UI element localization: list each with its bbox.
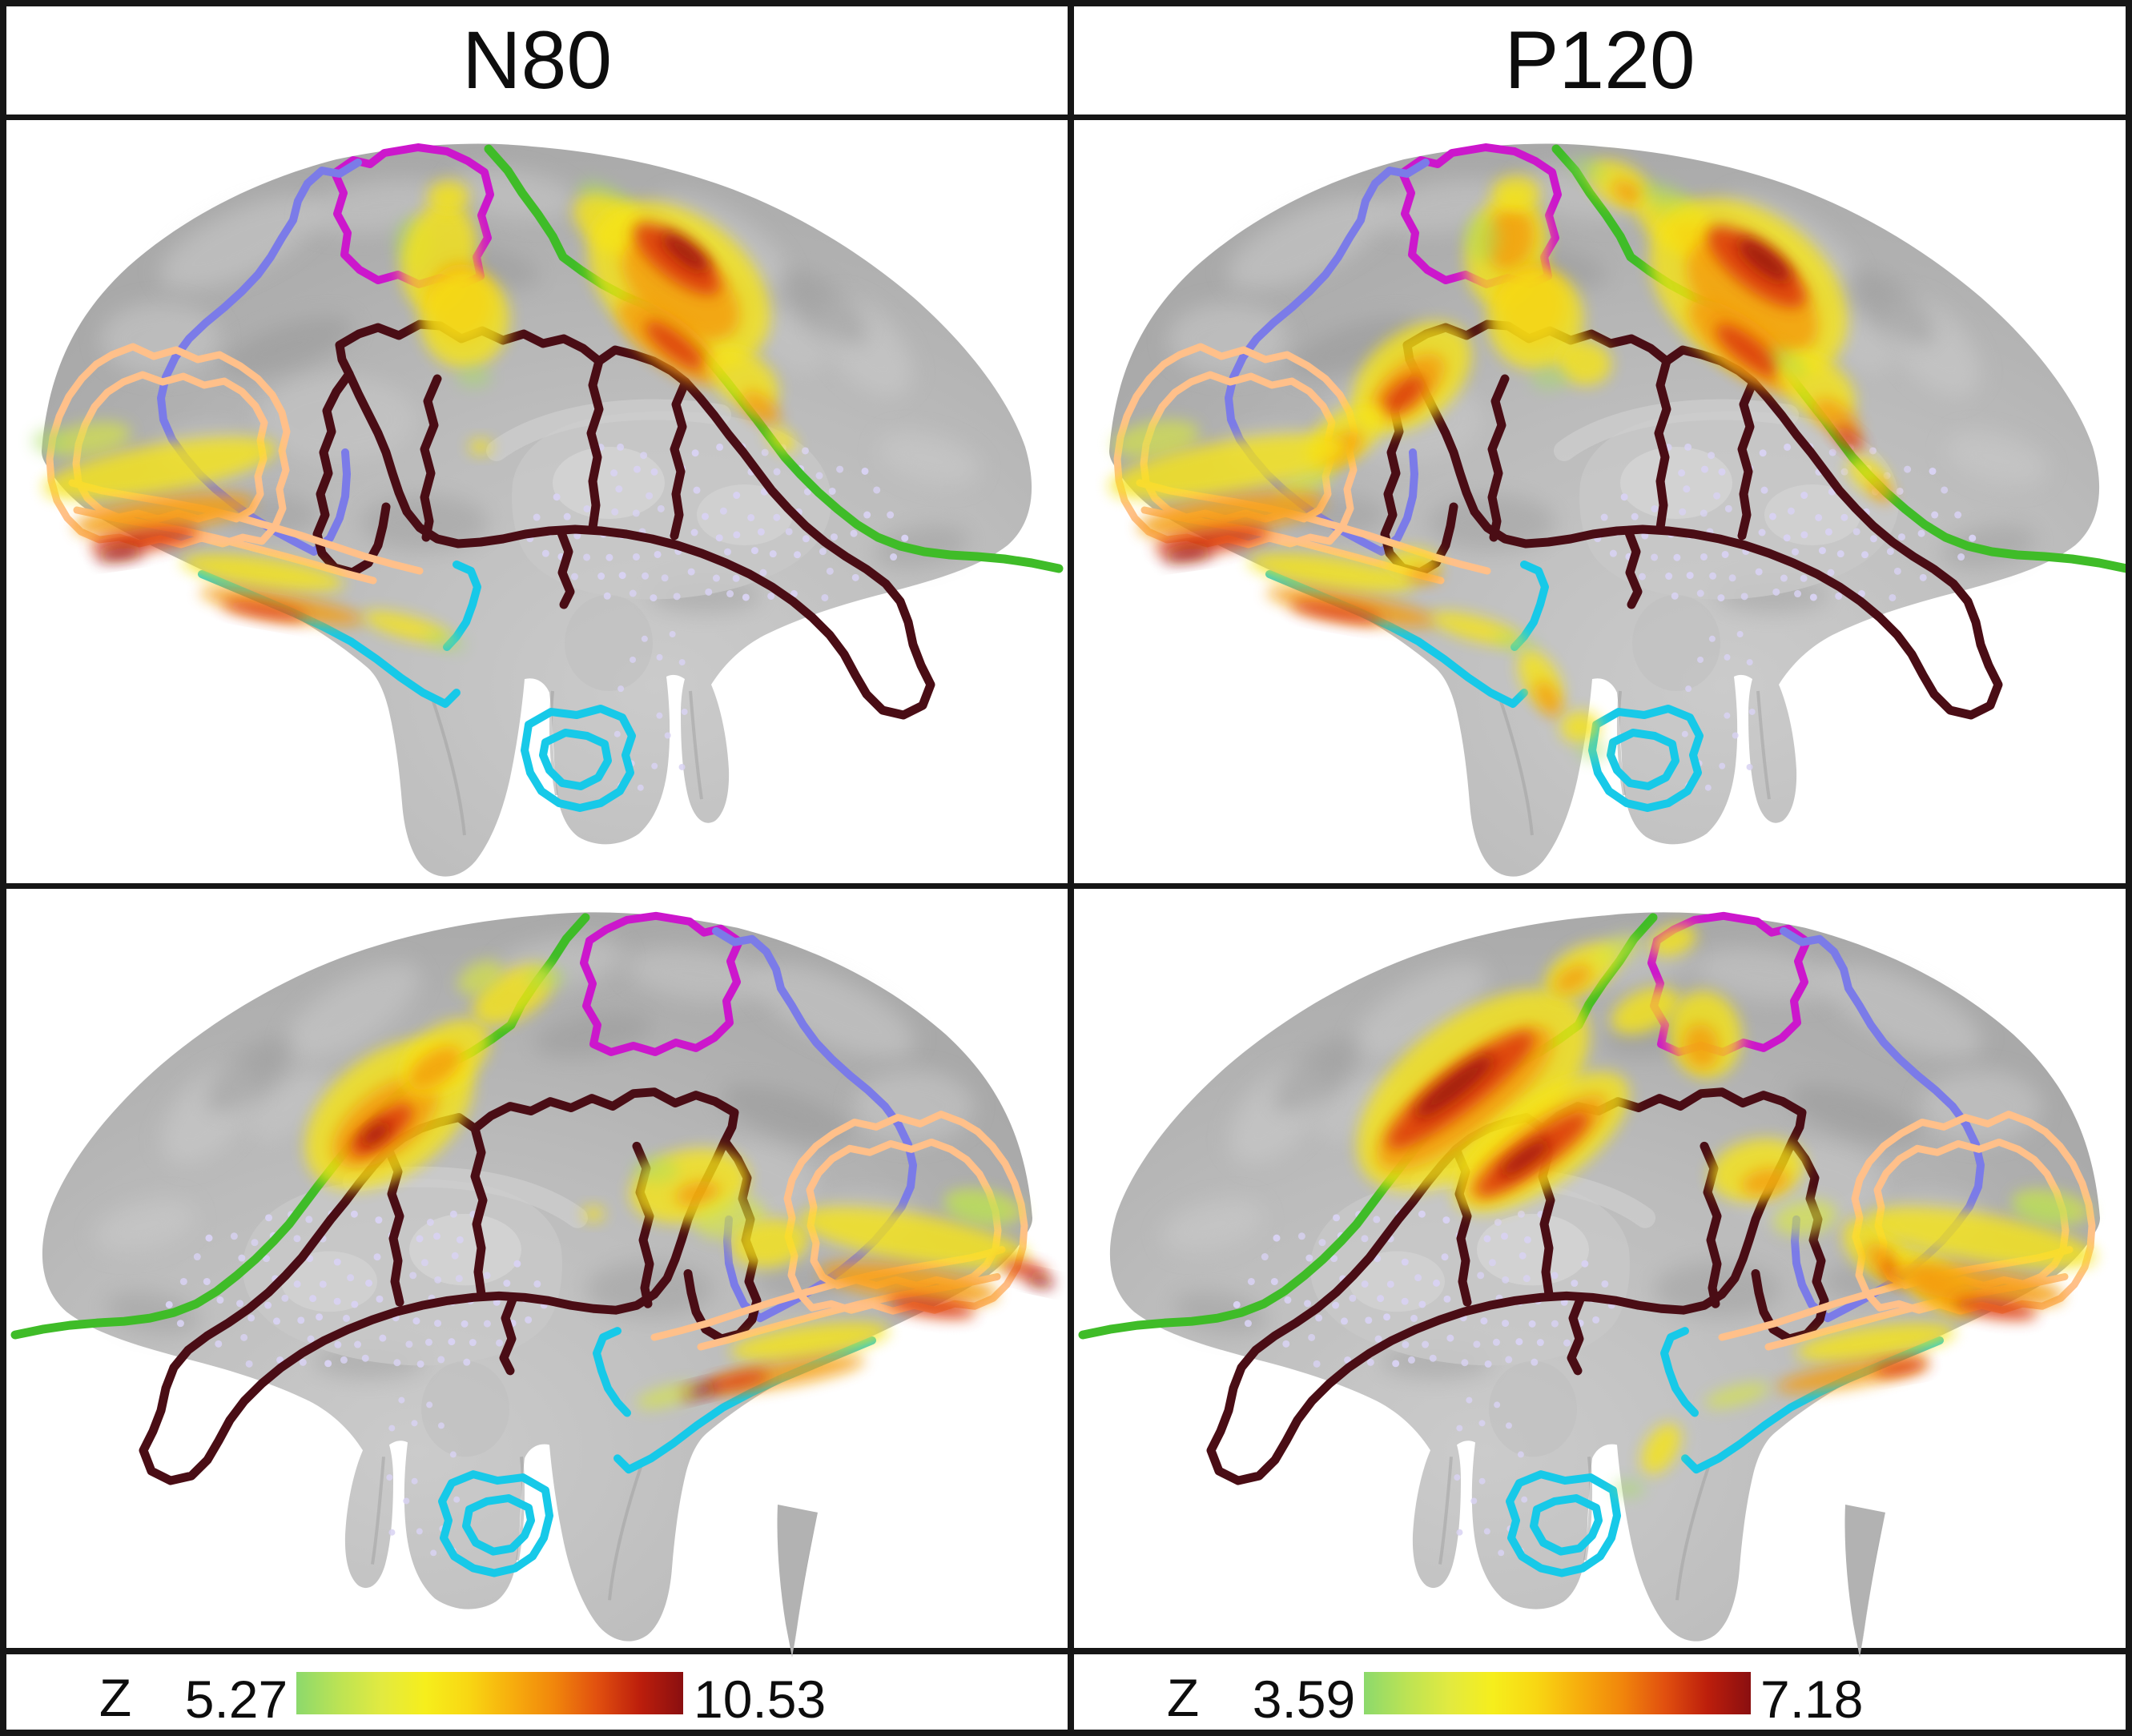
z-max-p120: 7.18 — [1760, 1670, 1864, 1729]
colorbar-p120 — [1364, 1672, 1751, 1714]
column-header-p120: P120 — [1074, 6, 2126, 115]
panel-n80-top — [6, 120, 1068, 883]
column-label: P120 — [1504, 14, 1696, 106]
z-min-p120: 3.59 — [1252, 1670, 1356, 1729]
column-divider-line — [1068, 6, 1074, 1730]
activation-heatmap-n80-top — [32, 179, 796, 651]
brainstem-tip — [777, 1504, 818, 1658]
z-score-label-n80: Z — [99, 1668, 132, 1727]
colorbar-n80 — [296, 1672, 683, 1714]
panel-p120-bottom — [1074, 889, 2132, 1658]
header-divider-line — [6, 115, 2126, 120]
activation-heatmap-p120-bottom — [1357, 924, 2096, 1498]
activation-heatmap-p120-top — [1109, 155, 1893, 761]
colorbar-divider-line — [6, 1648, 2126, 1654]
panel-n80-bottom — [6, 889, 1068, 1658]
column-label: N80 — [461, 14, 613, 106]
activation-heatmap-n80-bottom — [304, 959, 1055, 1409]
row-divider-line — [6, 883, 2126, 889]
z-max-n80: 10.53 — [694, 1670, 827, 1729]
panel-p120-top — [1074, 120, 2132, 883]
z-score-label-p120: Z — [1166, 1668, 1200, 1727]
brainstem-tip — [1844, 1504, 1885, 1658]
z-min-n80: 5.27 — [184, 1670, 288, 1729]
column-header-n80: N80 — [6, 6, 1068, 115]
